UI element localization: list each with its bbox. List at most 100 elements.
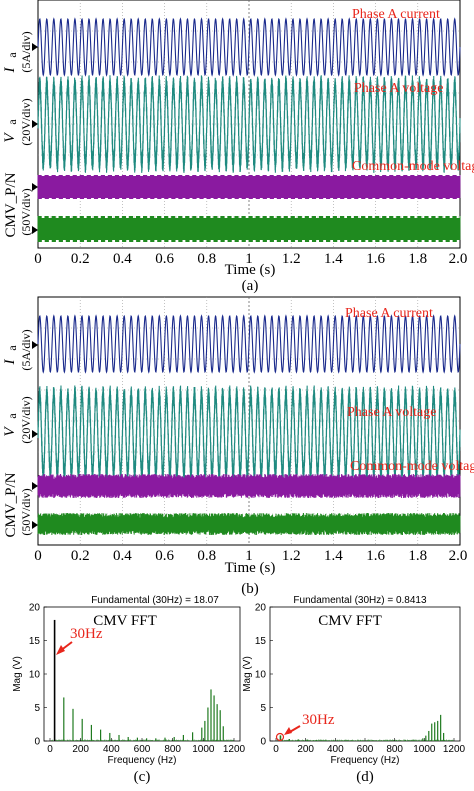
ylabel-cmv-scale-a: (50V/div) xyxy=(19,188,33,235)
xtick-label: 800 xyxy=(386,744,403,755)
marker-ch2-a xyxy=(32,120,38,128)
ytick-label: 15 xyxy=(255,636,267,647)
marker-ch3-a xyxy=(32,183,38,191)
annotation-30hz-d: 30Hz xyxy=(275,712,335,742)
xtick-label: 400 xyxy=(327,744,344,755)
xtick-label: 1.6 xyxy=(366,251,385,267)
xtick-label: 1200 xyxy=(223,744,246,755)
xtick-label: 2.0 xyxy=(449,548,468,564)
xlabel-b: Time (s) xyxy=(225,560,276,576)
marker-ch1-a xyxy=(32,43,38,51)
xtick-label: 0.8 xyxy=(197,548,216,564)
xtick-label: 1.8 xyxy=(408,251,427,267)
ylabel-d: Mag (V) xyxy=(242,656,253,692)
caption-a: (a) xyxy=(242,278,259,294)
xtick-label: 0 xyxy=(273,744,279,755)
ytick-label: 5 xyxy=(34,703,40,714)
xtick-label: 0 xyxy=(47,744,53,755)
ylabel-c: Mag (V) xyxy=(12,656,23,692)
inner-title-c: CMV FFT xyxy=(93,613,157,629)
ylabel-cmv-scale-b: (50V/div) xyxy=(19,488,33,535)
xtick-label: 0 xyxy=(34,548,42,564)
ytick-label: 0 xyxy=(260,737,266,748)
yticks-c: 0 5 10 15 20 xyxy=(29,603,47,748)
xtick-label: 0.4 xyxy=(113,548,132,564)
panel-c: Fundamental (30Hz) = 18.07 CMV FFT 0 5 10 1… xyxy=(12,595,246,785)
caption-c: (c) xyxy=(134,769,151,785)
ylabel-voltage-sub-b: a xyxy=(5,413,19,419)
ylabel-voltage-a: V xyxy=(2,132,18,143)
xtick-label: 0.8 xyxy=(197,251,216,267)
label-cmv-a: Common-mode voltage xyxy=(352,159,474,174)
svg-text:a: a xyxy=(5,119,19,125)
series-cmv-n-b xyxy=(37,512,461,536)
xtick-label: 1.2 xyxy=(282,251,301,267)
series-cmv-p-a xyxy=(37,174,461,200)
ytick-label: 10 xyxy=(29,670,41,681)
ytick-label: 20 xyxy=(29,603,41,614)
xticks-a: 0 0.2 0.4 0.6 0.8 1 1.2 1.4 1.6 1.8 2.0 xyxy=(34,251,467,267)
ylabel-voltage-scale-a: (20V/div) xyxy=(19,98,33,145)
xtick-label: 1.8 xyxy=(408,548,427,564)
ytick-label: 0 xyxy=(34,737,40,748)
ytick-label: 20 xyxy=(255,603,267,614)
marker-ch4-b xyxy=(32,521,38,529)
marker-ch1-b xyxy=(32,341,38,349)
xtick-label: 0.6 xyxy=(155,251,174,267)
svg-text:(5A/div): (5A/div) xyxy=(19,329,33,370)
ylabel-current-a: I xyxy=(2,67,18,74)
caption-d: (d) xyxy=(356,769,374,785)
title-d: Fundamental (30Hz) = 0.8413 xyxy=(293,595,427,606)
xtick-label: 600 xyxy=(134,744,151,755)
xticks-b: 0 0.2 0.4 0.6 0.8 1 1.2 1.4 1.6 1.8 2.0 xyxy=(34,548,467,564)
title-c: Fundamental (30Hz) = 18.07 xyxy=(91,595,219,606)
xlabel-c: Frequency (Hz) xyxy=(108,755,177,766)
svg-text:I: I xyxy=(2,359,18,366)
svg-text:CMV_P/N: CMV_P/N xyxy=(3,472,19,537)
xtick-label: 200 xyxy=(72,744,89,755)
series-cmv-p-b xyxy=(37,474,461,498)
label-voltage-a: Phase A voltage xyxy=(354,81,443,96)
svg-text:(5A/div): (5A/div) xyxy=(19,31,33,72)
svg-text:I: I xyxy=(2,67,18,74)
ylabel-voltage-scale-b: (20V/div) xyxy=(19,396,33,443)
xtick-label: 0 xyxy=(34,251,42,267)
marker-ch2-b xyxy=(32,430,38,438)
series-voltage-a xyxy=(37,75,461,173)
inner-title-d: CMV FFT xyxy=(318,613,382,629)
ylabel-voltage-sub-a: a xyxy=(5,119,19,125)
xtick-label: 0.6 xyxy=(155,548,174,564)
plot-d-frame xyxy=(269,606,461,742)
svg-text:a: a xyxy=(5,52,19,58)
label-voltage-b: Phase A voltage xyxy=(347,405,436,420)
marker-ch3-b xyxy=(32,482,38,490)
xlabel-d: Frequency (Hz) xyxy=(331,755,400,766)
caption-b: (b) xyxy=(241,581,259,597)
series-current-b xyxy=(37,314,461,374)
xtick-label: 1 xyxy=(245,548,253,564)
svg-text:Mag (V): Mag (V) xyxy=(12,656,23,692)
ylabel-current-sub-a: a xyxy=(5,52,19,58)
xtick-label: 1.4 xyxy=(324,251,343,267)
series-current-a xyxy=(37,17,461,77)
ylabel-current-scale-b: (5A/div) xyxy=(19,329,33,370)
ytick-label: 5 xyxy=(260,703,266,714)
svg-text:(50V/div): (50V/div) xyxy=(19,488,33,535)
panel-b: Phase A current Phase A voltage Common-m… xyxy=(2,296,474,597)
series-voltage-b xyxy=(37,385,461,483)
xtick-label: 0.2 xyxy=(71,548,90,564)
ylabel-current-b: I xyxy=(2,359,18,366)
label-current-b: Phase A current xyxy=(345,306,433,321)
ylabel-voltage-b: V xyxy=(2,426,18,437)
xtick-label: 1.6 xyxy=(366,548,385,564)
svg-text:V: V xyxy=(2,132,18,143)
panel-d: Fundamental (30Hz) = 0.8413 CMV FFT 0 5 10… xyxy=(242,595,466,785)
svg-text:(20V/div): (20V/div) xyxy=(19,98,33,145)
label-current-a: Phase A current xyxy=(352,7,440,22)
xtick-label: 1.2 xyxy=(282,548,301,564)
series-cmv-n-a xyxy=(37,215,461,243)
yticks-d: 0 5 10 15 20 xyxy=(255,603,273,748)
panel-a: Phase A current Phase A voltage Common-m… xyxy=(2,0,474,294)
xtick-label: 1.4 xyxy=(324,548,343,564)
